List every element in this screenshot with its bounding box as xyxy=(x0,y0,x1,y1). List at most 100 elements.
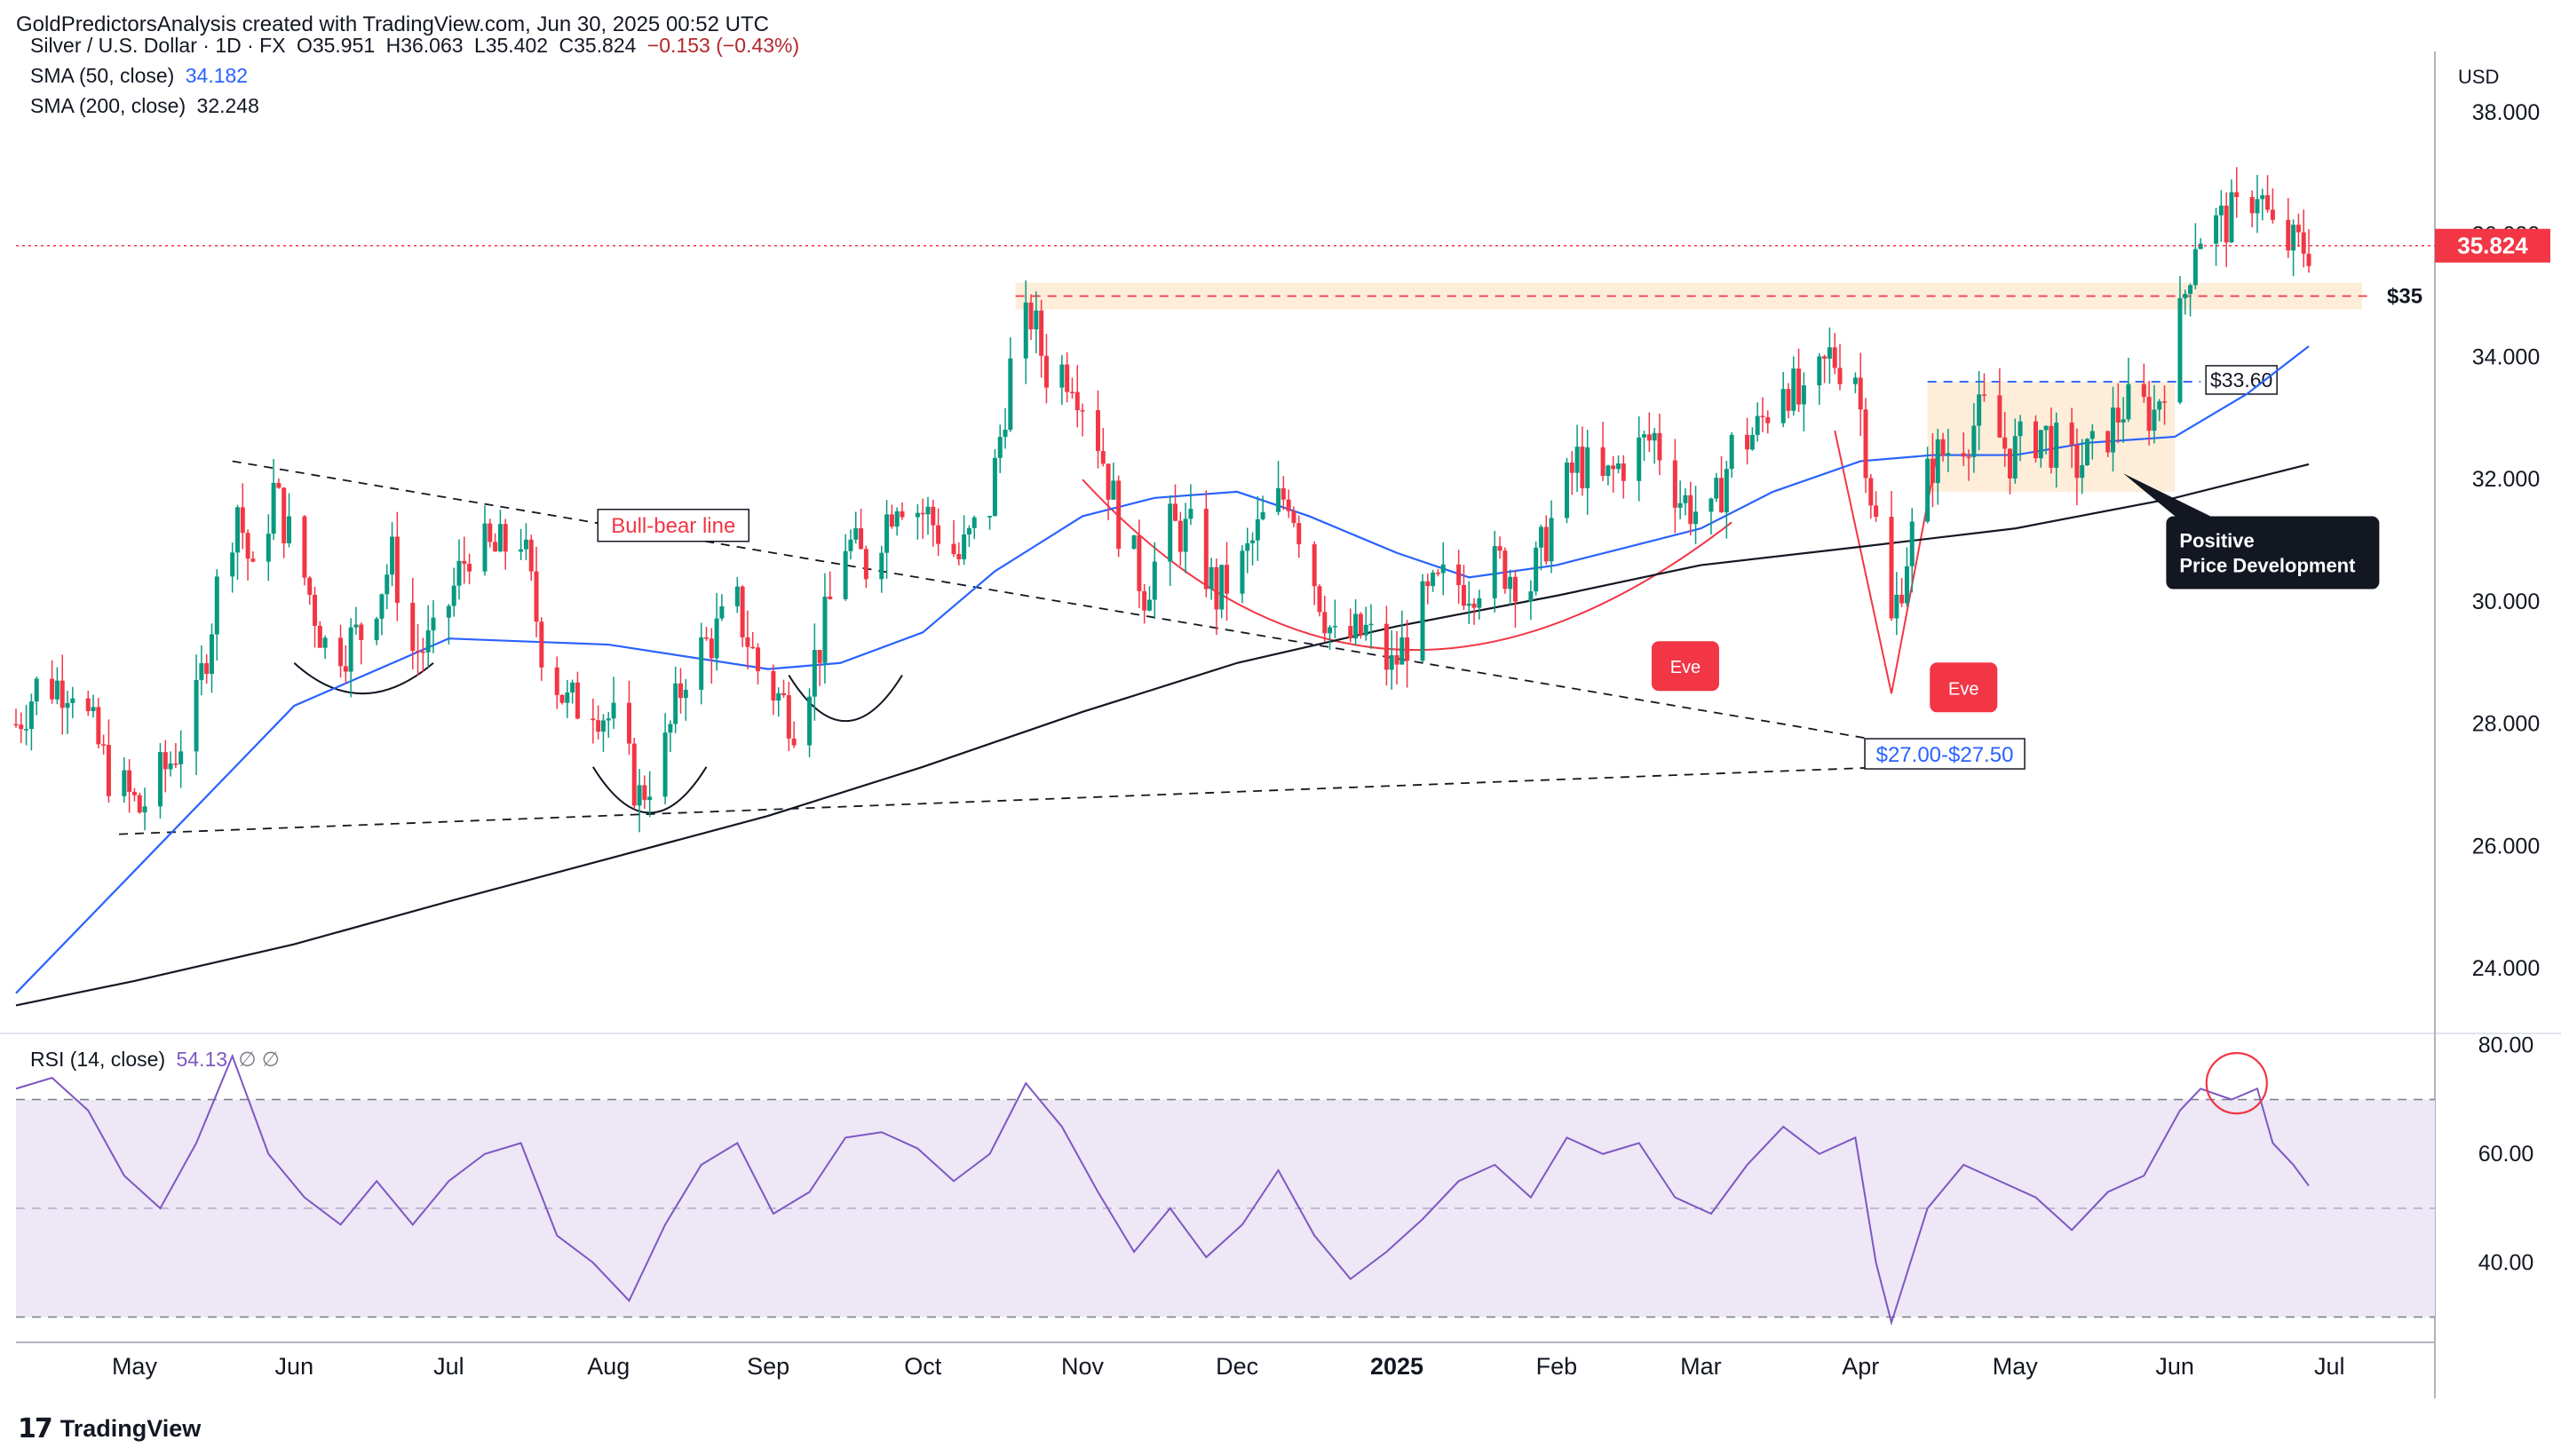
candle-body xyxy=(1724,469,1729,513)
candle-body xyxy=(853,527,859,540)
candle-body xyxy=(50,678,55,700)
candle-body xyxy=(168,764,173,770)
candle-body xyxy=(637,785,642,806)
candle-body xyxy=(1296,523,1302,545)
candle-body xyxy=(317,625,322,648)
candle-body xyxy=(1868,478,1874,506)
candle-body xyxy=(1497,546,1503,551)
bull-bear-label: Bull-bear line xyxy=(611,514,735,538)
candle-body xyxy=(2111,408,2116,453)
candle-body xyxy=(2177,297,2183,403)
candle-body xyxy=(539,621,544,668)
candle-body xyxy=(591,718,596,721)
candle-body xyxy=(2229,192,2234,243)
candle-body xyxy=(214,576,219,635)
candle-body xyxy=(1966,456,1971,458)
ohlc-open: O35.951 xyxy=(296,34,376,57)
candle-body xyxy=(467,564,472,572)
candle-body xyxy=(2249,196,2255,214)
candle-body xyxy=(771,670,776,701)
candle-body xyxy=(1755,415,1760,435)
rsi-line xyxy=(15,1053,2310,1326)
candle-body xyxy=(987,516,993,518)
price-tick-label: 30.000 xyxy=(2472,590,2540,614)
candle-body xyxy=(1059,364,1065,388)
candle-body xyxy=(1874,505,1879,518)
candle-body xyxy=(863,549,868,580)
candle-body xyxy=(1997,395,2002,438)
time-tick-label: Jun xyxy=(275,1353,314,1380)
support-label-frame xyxy=(1864,738,2026,770)
candle-body xyxy=(2074,445,2080,479)
candle-body xyxy=(1225,565,1230,594)
rsi-value: 54.13 xyxy=(176,1048,228,1071)
candle-body xyxy=(828,596,833,599)
candle-body xyxy=(1368,623,1374,626)
sma200-label: SMA (200, close) xyxy=(30,94,186,117)
bull-bear-line xyxy=(232,460,1892,744)
candle-body xyxy=(1028,302,1034,329)
candle-body xyxy=(2126,384,2131,420)
candle-body xyxy=(1543,526,1549,562)
sma50-legend[interactable]: SMA (50, close) 34.182 xyxy=(30,64,248,88)
candle-body xyxy=(848,539,853,551)
sma200-legend[interactable]: SMA (200, close) 32.248 xyxy=(30,94,259,118)
candle-body xyxy=(1332,625,1337,628)
candle-body xyxy=(85,698,91,712)
rsi-legend[interactable]: RSI (14, close) 54.13 ∅ ∅ xyxy=(30,1048,280,1072)
eve-label: Eve xyxy=(1948,679,1978,699)
candle-body xyxy=(2214,215,2219,244)
candle-body xyxy=(245,533,250,559)
time-tick-label: Dec xyxy=(1216,1353,1258,1380)
candle-body xyxy=(1760,415,1765,417)
candle-body xyxy=(1508,576,1513,590)
candle-body xyxy=(1765,416,1771,423)
candle-body xyxy=(1280,487,1286,500)
candle-body xyxy=(1425,581,1431,587)
currency-label[interactable]: USD xyxy=(2458,66,2500,88)
candle-body xyxy=(662,732,668,797)
tradingview-footer[interactable]: 𝟭𝟳 TradingView xyxy=(18,1413,201,1444)
candle-body xyxy=(750,646,756,649)
candle-body xyxy=(781,692,787,696)
candle-body xyxy=(1209,566,1214,590)
candle-body xyxy=(204,662,210,675)
candle-body xyxy=(2234,192,2240,197)
candle-body xyxy=(1461,584,1466,606)
eve-label-bg xyxy=(1651,641,1719,692)
candle-body xyxy=(915,512,920,518)
candle-body xyxy=(1034,310,1039,329)
candle-body xyxy=(1714,478,1719,499)
candle-body xyxy=(1065,364,1070,392)
candle-body xyxy=(1977,394,1982,426)
callout-text-line1: Positive xyxy=(2179,530,2254,552)
candle-body xyxy=(2080,464,2085,479)
candle-body xyxy=(1512,576,1518,602)
candle-body xyxy=(2286,219,2291,251)
candle-body xyxy=(2270,210,2275,220)
candle-body xyxy=(1291,510,1296,524)
candle-body xyxy=(281,487,287,543)
candle-body xyxy=(2224,205,2229,243)
candle-body xyxy=(2049,425,2054,468)
candle-body xyxy=(534,571,539,622)
candle-body xyxy=(596,720,601,732)
candle-body xyxy=(1023,302,1028,359)
candle-body xyxy=(894,510,900,527)
candle-body xyxy=(1549,518,1554,562)
candle-body xyxy=(925,506,931,515)
candle-body xyxy=(683,689,688,699)
candle-body xyxy=(2012,436,2018,479)
candle-body xyxy=(1456,564,1462,585)
last-price-label: 35.824 xyxy=(2457,233,2528,259)
candle-body xyxy=(1394,655,1399,665)
candle-body xyxy=(1250,540,1256,543)
candle-body xyxy=(70,698,75,703)
candle-body xyxy=(1111,480,1116,500)
candle-body xyxy=(1440,564,1446,574)
candle-body xyxy=(91,707,96,712)
candle-body xyxy=(2162,401,2168,403)
rsi-extra: ∅ ∅ xyxy=(238,1048,280,1071)
candle-body xyxy=(1719,478,1725,513)
